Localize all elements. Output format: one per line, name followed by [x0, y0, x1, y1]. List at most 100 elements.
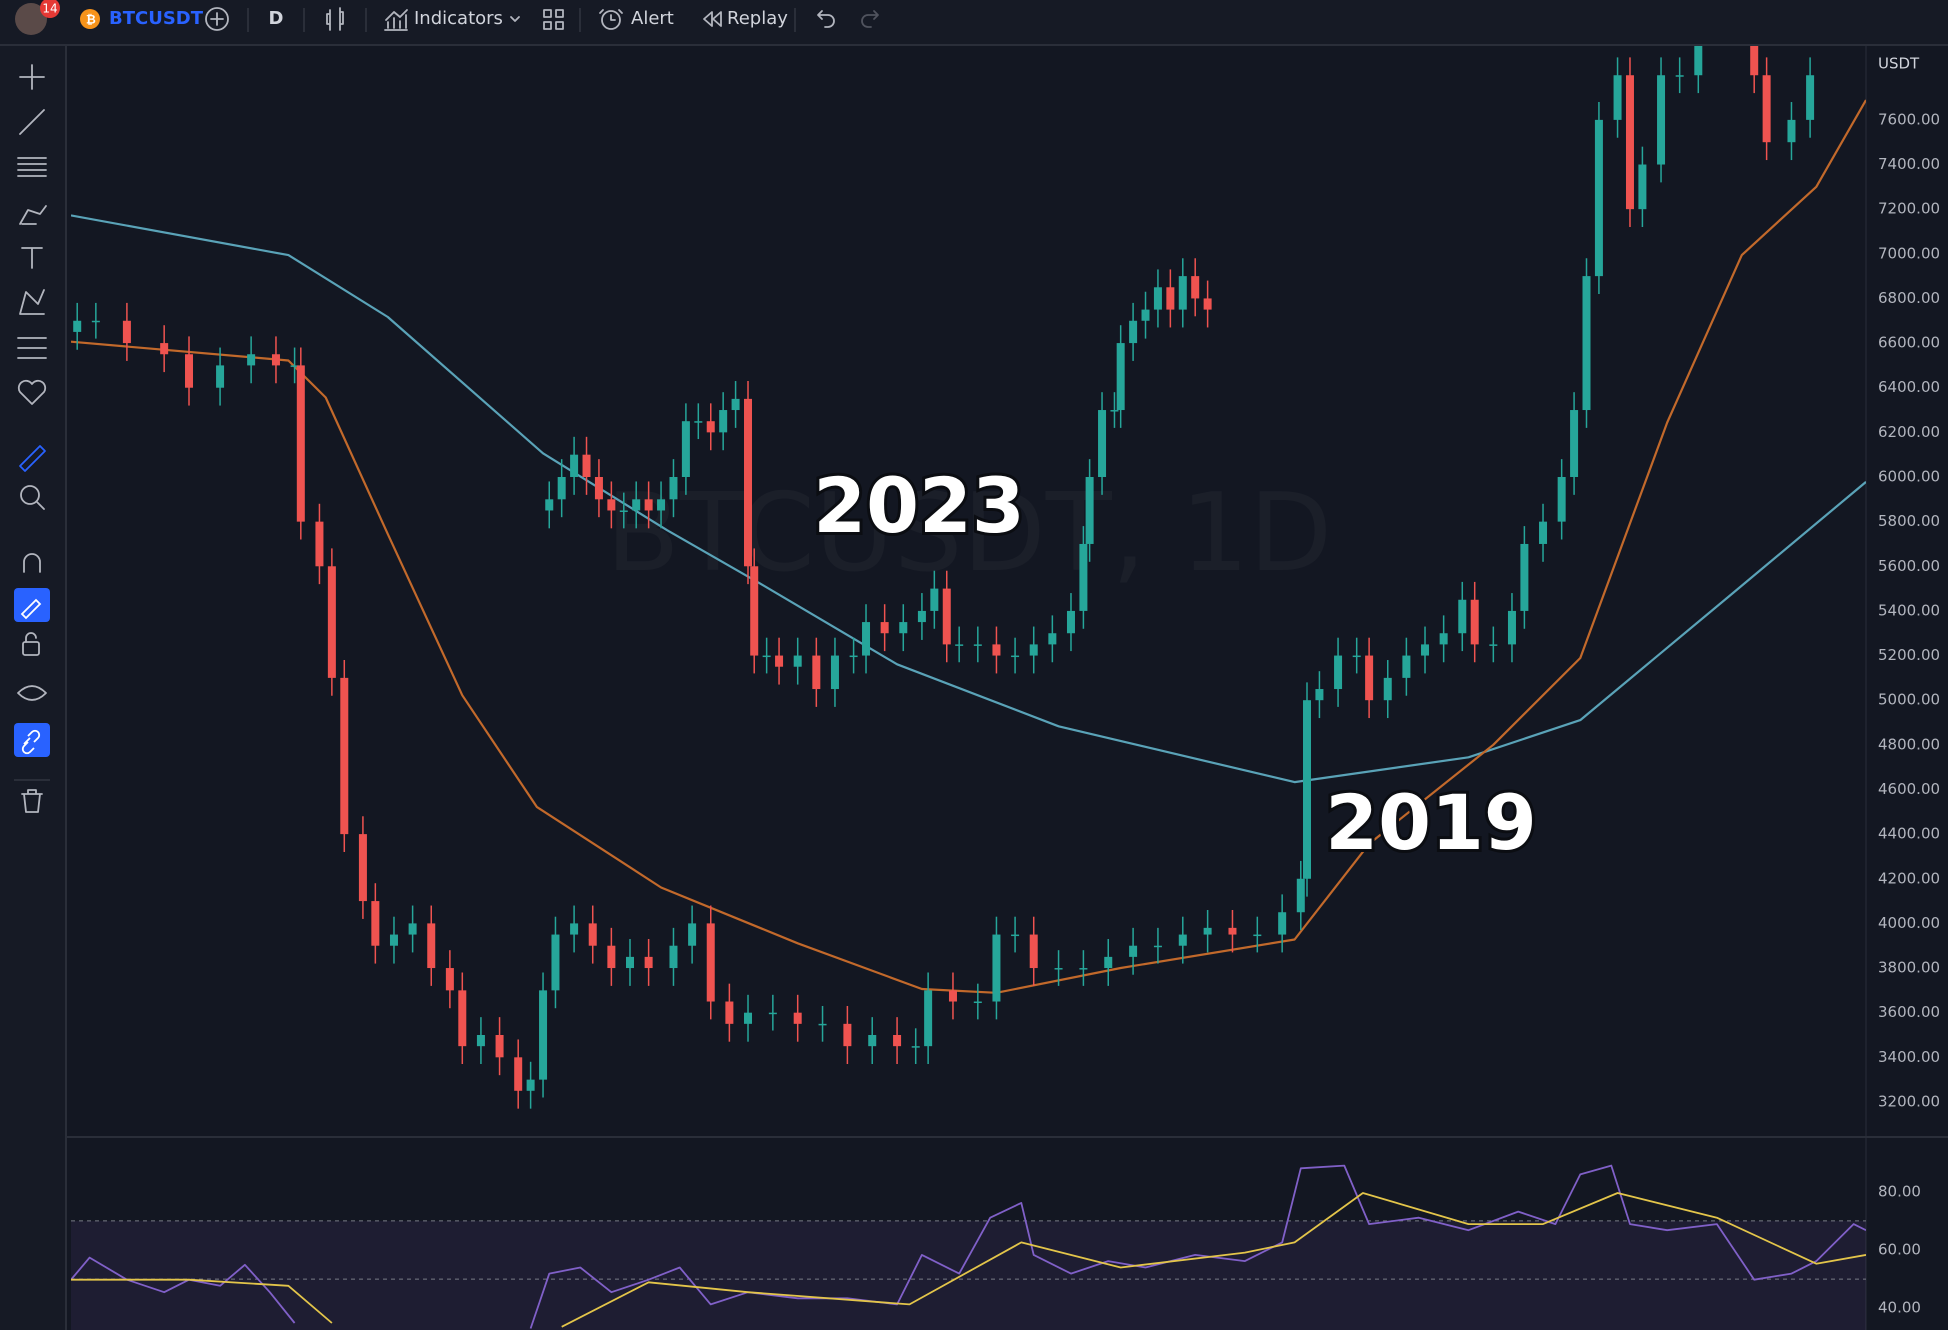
- alert-button[interactable]: Alert: [631, 8, 674, 29]
- axes: 3200.00 3400.00 3600.00 3800.00 4000.00 4200.…: [1878, 110, 1940, 1316]
- y-tick-label: 80.00: [1878, 1182, 1921, 1200]
- candle-body: [1489, 644, 1498, 646]
- candle-body: [1470, 599, 1479, 645]
- replay-icon: [703, 11, 722, 27]
- y-tick-label: 4400.00: [1878, 825, 1940, 843]
- candle-body: [1079, 968, 1088, 970]
- candle-body: [899, 622, 908, 634]
- candle-body: [688, 923, 697, 946]
- candle-body: [570, 454, 579, 477]
- candle-body: [625, 956, 634, 969]
- candle-body: [427, 923, 436, 969]
- chevron[interactable]: [510, 16, 520, 22]
- candle-body: [1079, 543, 1088, 611]
- crosshair-tool[interactable]: [19, 64, 45, 90]
- candle-body: [389, 934, 398, 946]
- candle-body: [1011, 655, 1020, 658]
- candle-body: [744, 398, 753, 567]
- undo[interactable]: [817, 10, 835, 28]
- candle-body: [1625, 75, 1634, 210]
- candle-body: [1085, 476, 1094, 544]
- badge: [40, 0, 60, 18]
- candle-body: [1787, 119, 1796, 143]
- candle-body: [1296, 878, 1305, 913]
- y-tick-label: 3600.00: [1878, 1003, 1940, 1021]
- candle-body: [992, 934, 1001, 1002]
- delete-tool[interactable]: [21, 789, 43, 813]
- candle-body: [91, 320, 100, 323]
- candle-body: [1334, 655, 1343, 690]
- symbol[interactable]: BTCUSDT: [109, 8, 204, 29]
- brush-tool[interactable]: [19, 205, 47, 225]
- candle-body: [1657, 75, 1666, 165]
- candle-body: [539, 990, 548, 1080]
- candle-body: [750, 566, 759, 656]
- candle-body: [476, 1034, 485, 1047]
- annotation: 2019: [1325, 778, 1537, 867]
- y-tick-label: 4800.00: [1878, 735, 1940, 753]
- candle-body: [271, 354, 280, 366]
- fib-tool[interactable]: [17, 157, 47, 177]
- y-tick-label: 6800.00: [1878, 289, 1940, 307]
- y-tick-label: 4000.00: [1878, 914, 1940, 932]
- zoom-tool[interactable]: [20, 485, 40, 505]
- candle-body: [1402, 655, 1411, 678]
- indicators-button[interactable]: Indicators: [414, 8, 503, 29]
- candle-body: [1029, 644, 1038, 656]
- coin-glyph: ₿: [86, 13, 96, 27]
- candle-body: [247, 354, 256, 366]
- candle-body: [1228, 927, 1237, 935]
- candle-body: [1582, 276, 1591, 411]
- candle-body: [768, 1012, 777, 1015]
- candle-body: [607, 499, 616, 511]
- add-symbol[interactable]: [205, 7, 229, 31]
- redo[interactable]: [861, 10, 879, 28]
- candle-body: [744, 1012, 753, 1024]
- chart-type[interactable]: [326, 7, 344, 31]
- candle-body: [849, 655, 858, 658]
- candle-body: [1570, 410, 1579, 477]
- replay-button[interactable]: Replay: [727, 8, 788, 29]
- candle-body: [1675, 75, 1684, 77]
- layouts[interactable]: [543, 9, 564, 30]
- interval[interactable]: D: [269, 8, 284, 29]
- hide-tool[interactable]: [17, 685, 47, 701]
- trendline-tool[interactable]: [19, 109, 45, 135]
- candle-body: [526, 1079, 535, 1091]
- candle-body: [545, 499, 554, 511]
- y-tick-label: 5800.00: [1878, 512, 1940, 530]
- toolbar-bg: [0, 0, 1948, 45]
- candle-body: [862, 622, 871, 656]
- magnet-tool[interactable]: [23, 553, 41, 573]
- candle-body: [495, 1034, 504, 1058]
- favorites[interactable]: [17, 379, 47, 405]
- price-pane: [71, 46, 1866, 1109]
- avatar[interactable]: [15, 3, 47, 35]
- measure-tool[interactable]: [19, 445, 46, 472]
- candle-body: [582, 454, 591, 477]
- zoom-handle: [36, 501, 45, 510]
- pattern-tool[interactable]: [19, 289, 45, 315]
- candle-body: [1365, 655, 1374, 701]
- candle-body: [122, 320, 131, 344]
- y-tick-label: 6000.00: [1878, 467, 1940, 485]
- candle-body: [793, 655, 802, 667]
- lock-tool[interactable]: [22, 641, 40, 656]
- indicator-line: [71, 1192, 1866, 1328]
- candle-body: [1439, 633, 1448, 645]
- candle-body: [1762, 75, 1771, 143]
- candle-body: [1557, 476, 1566, 522]
- candle-body: [358, 834, 367, 902]
- indicator-line: [71, 214, 1866, 784]
- text-tool[interactable]: [21, 247, 43, 269]
- candle-body: [1539, 521, 1548, 544]
- candle-body: [340, 677, 349, 835]
- candle-body: [594, 476, 603, 500]
- prediction-tool[interactable]: [17, 337, 47, 359]
- candle-body: [706, 421, 715, 433]
- lock-shackle: [25, 632, 37, 643]
- candle-body: [1166, 287, 1175, 310]
- candle-body: [607, 945, 616, 969]
- sync-drawings[interactable]: [14, 723, 50, 757]
- currency-label[interactable]: USDT: [1878, 55, 1920, 73]
